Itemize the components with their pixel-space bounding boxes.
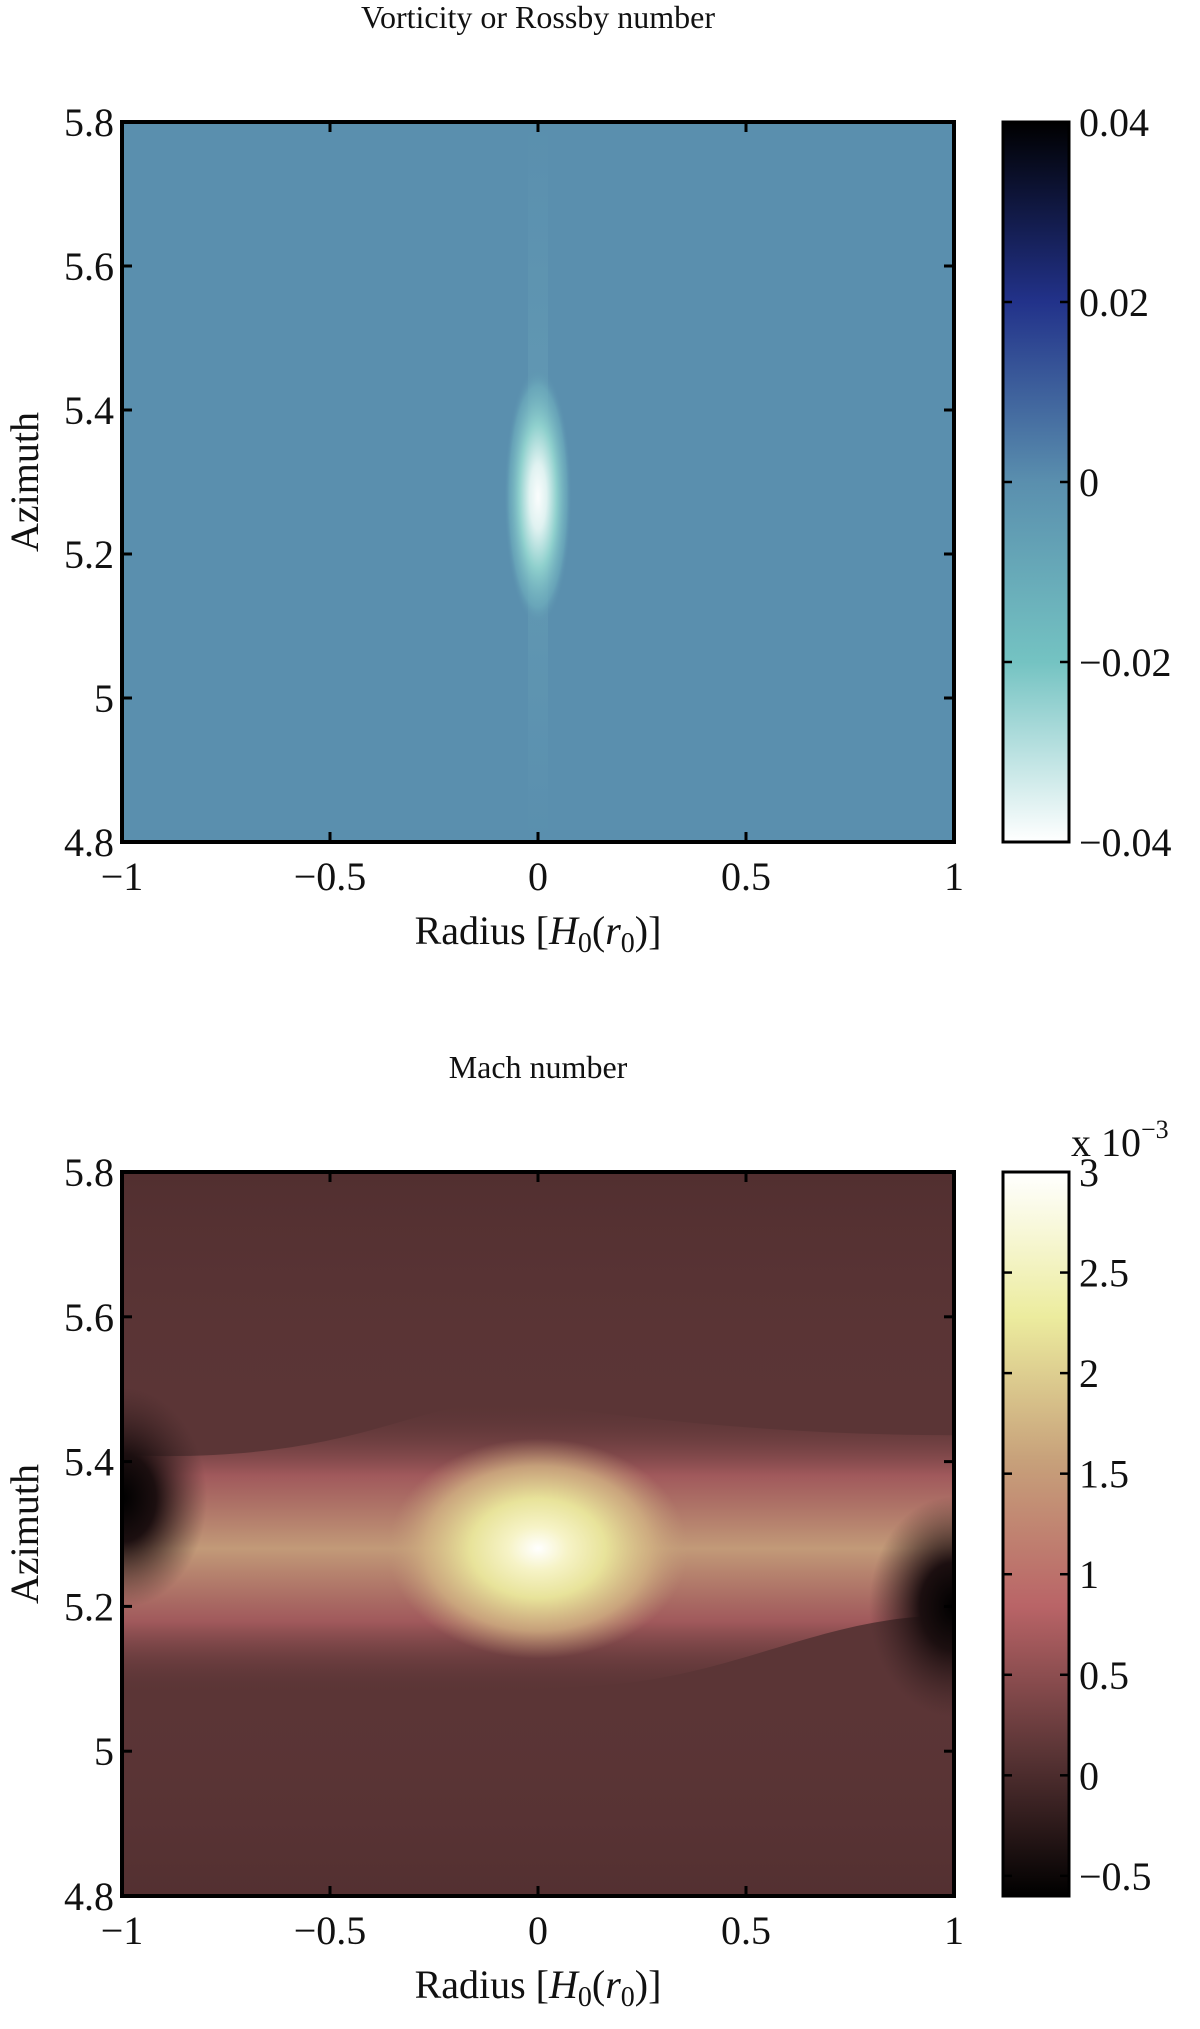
y-tick-label: 5.2 bbox=[64, 1584, 114, 1629]
x-tick-label: 0.5 bbox=[721, 854, 771, 899]
x-tick-label: 0.5 bbox=[721, 1908, 771, 1953]
x-tick-label: −0.5 bbox=[294, 1908, 367, 1953]
colorbar-tick-label: 3 bbox=[1079, 1150, 1099, 1195]
chart-title: Vorticity or Rossby number bbox=[361, 0, 715, 35]
x-axis-label: Radius [H0(r0)] bbox=[415, 908, 662, 959]
x-tick-label: 1 bbox=[944, 854, 964, 899]
y-tick-label: 4.8 bbox=[64, 820, 114, 865]
colorbar-tick-label: 0.02 bbox=[1079, 280, 1149, 325]
chart-title: Mach number bbox=[449, 1049, 628, 1085]
x-axis-label: Radius [H0(r0)] bbox=[415, 1962, 662, 2013]
colorbar-tick-label: 1.5 bbox=[1079, 1452, 1129, 1497]
y-tick-label: 5 bbox=[94, 1729, 114, 1774]
heatmap-field bbox=[122, 122, 954, 842]
x-tick-label: −1 bbox=[101, 854, 144, 899]
colorbar-tick-label: 0 bbox=[1079, 460, 1099, 505]
y-axis: 4.8 5 5.2 5.4 5.6 5.8 bbox=[64, 100, 954, 865]
colorbar-tick-label: −0.02 bbox=[1079, 640, 1172, 685]
x-axis: −1 −0.5 0 0.5 1 bbox=[101, 1172, 964, 1953]
x-tick-label: 1 bbox=[944, 1908, 964, 1953]
y-axis: 4.8 5 5.2 5.4 5.6 5.8 bbox=[64, 1150, 954, 1919]
y-tick-label: 5.4 bbox=[64, 1440, 114, 1485]
heatmap-minimum-left bbox=[122, 1387, 207, 1608]
heatmap-vorticity-minimum bbox=[504, 366, 572, 627]
y-tick-label: 5.8 bbox=[64, 1150, 114, 1195]
x-tick-label: 0 bbox=[528, 854, 548, 899]
x-tick-label: 0 bbox=[528, 1908, 548, 1953]
colorbar-tick-label: −0.5 bbox=[1079, 1854, 1152, 1899]
colorbar-tick-label: 1 bbox=[1079, 1552, 1099, 1597]
x-axis: −1 −0.5 0 0.5 1 bbox=[101, 122, 964, 899]
y-tick-label: 5.4 bbox=[64, 388, 114, 433]
vorticity-panel: Vorticity or Rossby number −1 −0.5 0 0.5 1 4… bbox=[2, 0, 1172, 959]
y-tick-label: 5 bbox=[94, 676, 114, 721]
x-tick-label: −0.5 bbox=[294, 854, 367, 899]
x-tick-label: −1 bbox=[101, 1908, 144, 1953]
y-tick-label: 5.6 bbox=[64, 244, 114, 289]
y-axis-label: Azimuth bbox=[2, 1464, 47, 1604]
colorbar-tick-label: 2.5 bbox=[1079, 1251, 1129, 1296]
colorbar-tick-label: 0.04 bbox=[1079, 100, 1149, 145]
colorbar-ticks: −0.5 0 0.5 1 1.5 2 2.5 3 bbox=[1003, 1150, 1152, 1899]
mach-panel: Mach number −1 −0.5 0 0.5 1 4.8 5 5.2 5.4 5.6 5.8… bbox=[2, 1049, 1169, 2013]
y-tick-label: 5.8 bbox=[64, 100, 114, 145]
colorbar-ticks: −0.04 −0.02 0 0.02 0.04 bbox=[1003, 100, 1172, 865]
colorbar-tick-label: 0.5 bbox=[1079, 1653, 1129, 1698]
colorbar bbox=[1001, 120, 1071, 844]
heatmap-field bbox=[122, 1172, 954, 1896]
colorbar-tick-label: 0 bbox=[1079, 1753, 1099, 1798]
colorbar-tick-label: 2 bbox=[1079, 1351, 1099, 1396]
colorbar-exponent: x 10−3 bbox=[1071, 1115, 1169, 1165]
y-axis-label: Azimuth bbox=[2, 412, 47, 552]
colorbar bbox=[1001, 1170, 1071, 1898]
y-tick-label: 5.6 bbox=[64, 1295, 114, 1340]
y-tick-label: 4.8 bbox=[64, 1874, 114, 1919]
heatmap-minimum-right bbox=[869, 1496, 954, 1717]
heatmap-mach-maximum bbox=[388, 1438, 688, 1659]
y-tick-label: 5.2 bbox=[64, 532, 114, 577]
colorbar-tick-label: −0.04 bbox=[1079, 820, 1172, 865]
